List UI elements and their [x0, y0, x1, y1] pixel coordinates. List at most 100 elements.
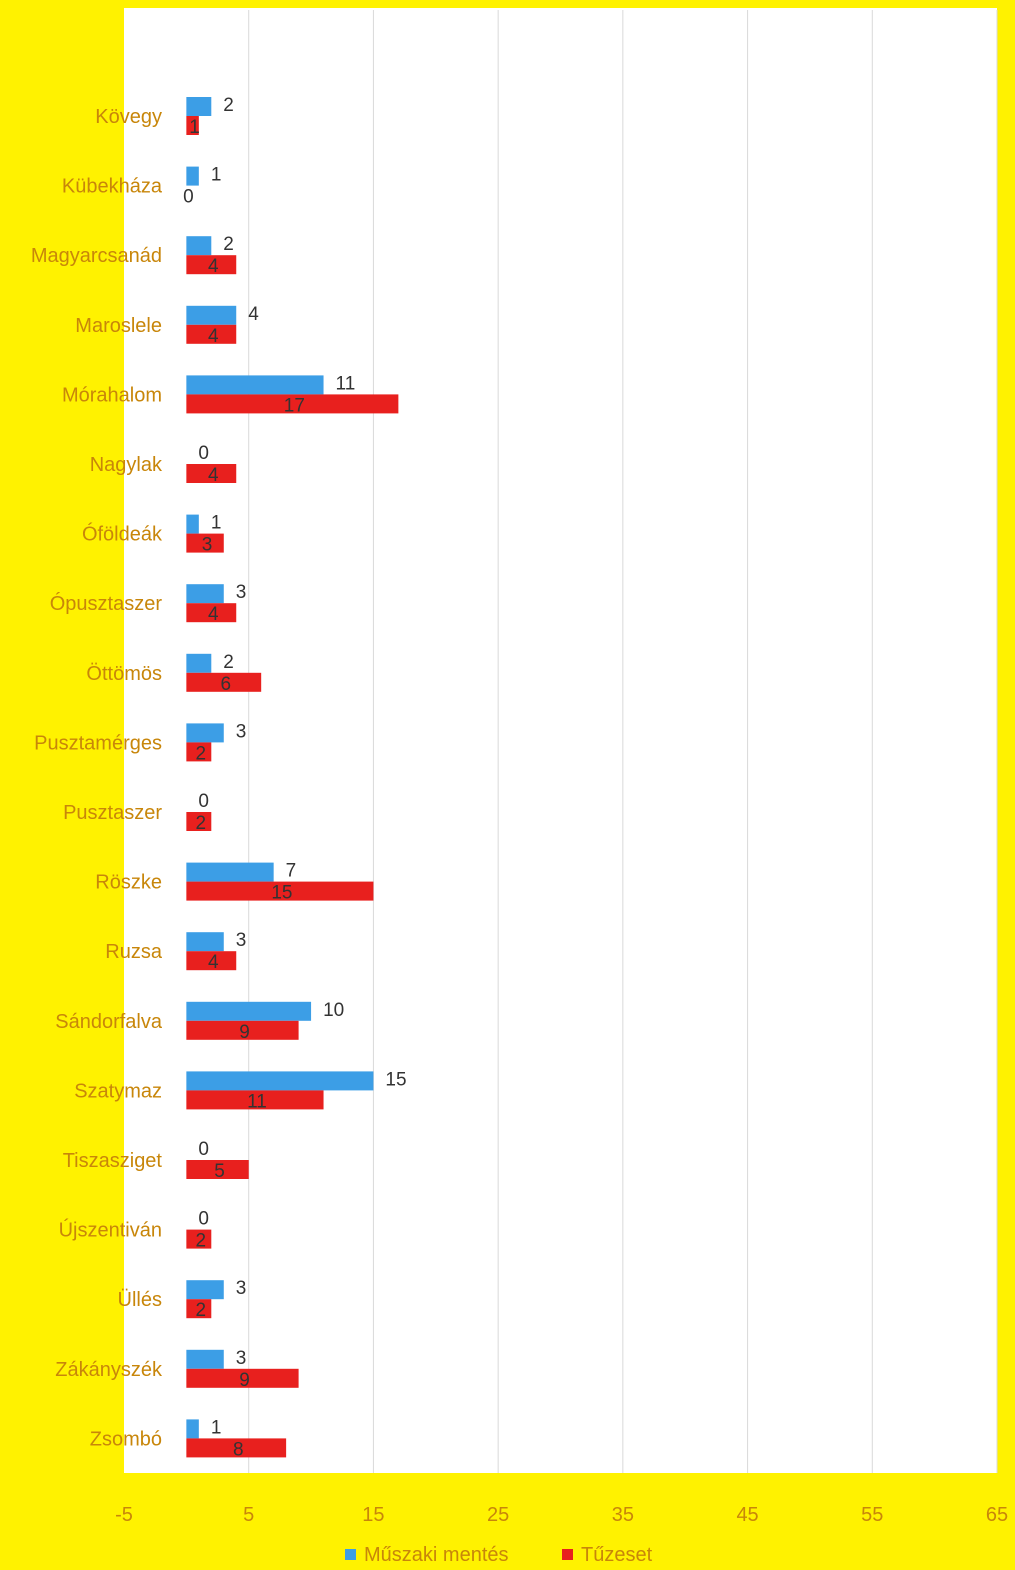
category-labels: Kövegy Kübekháza Magyarcsanád Maroslele Móra… [31, 106, 163, 1450]
category-label: Zákányszék [55, 1359, 163, 1381]
data-label-muszaki-mentes: 4 [248, 304, 259, 325]
x-axis-tick-labels: -5 5 15 25 35 45 55 65 [115, 1504, 1008, 1526]
category-label: Ruzsa [105, 941, 163, 963]
data-label-tuzeset: 11 [247, 1091, 267, 1112]
x-tick-label: 45 [736, 1504, 758, 1526]
category-label: Maroslele [75, 315, 162, 337]
data-label-tuzeset: 4 [208, 465, 219, 486]
bars: 2110244411170413342632027153410915110502… [183, 95, 407, 1460]
data-label-muszaki-mentes: 15 [385, 1069, 406, 1090]
data-label-tuzeset: 4 [208, 326, 219, 347]
bar-tuzeset [186, 951, 237, 971]
bar-muszaki-mentes [186, 584, 224, 604]
category-label: Mórahalom [62, 384, 162, 406]
x-tick-label: 35 [612, 1504, 634, 1526]
bar-tuzeset [186, 464, 237, 483]
bar-tuzeset [186, 255, 237, 275]
bar-muszaki-mentes [186, 514, 199, 534]
x-tick-label: -5 [115, 1504, 133, 1526]
bar-muszaki-mentes [186, 375, 324, 395]
bar-muszaki-mentes [186, 1071, 374, 1091]
bar-muszaki-mentes [186, 1349, 224, 1369]
bar-muszaki-mentes [186, 862, 274, 882]
data-label-muszaki-mentes: 0 [198, 1139, 209, 1160]
category-label: Kübekháza [62, 176, 163, 198]
data-label-tuzeset: 2 [196, 1231, 207, 1252]
data-label-muszaki-mentes: 10 [323, 1000, 344, 1021]
category-label: Pusztamérges [34, 732, 162, 754]
bar-muszaki-mentes [186, 305, 237, 325]
x-tick-label: 5 [243, 1504, 254, 1526]
category-label: Nagylak [90, 454, 163, 476]
bar-tuzeset [186, 1368, 299, 1388]
bar-muszaki-mentes [186, 236, 212, 256]
data-label-muszaki-mentes: 0 [198, 1209, 209, 1230]
data-label-tuzeset: 15 [271, 883, 292, 904]
category-label: Pusztaszer [63, 802, 162, 824]
data-label-muszaki-mentes: 11 [336, 373, 356, 394]
category-label: Sándorfalva [55, 1011, 163, 1033]
bar-muszaki-mentes [186, 653, 212, 673]
bar-tuzeset [186, 116, 199, 135]
bar-tuzeset [186, 1090, 324, 1110]
plot-background [124, 8, 997, 1473]
bar-muszaki-mentes [186, 1280, 224, 1300]
data-label-muszaki-mentes: 1 [211, 165, 222, 186]
bar-tuzeset [186, 812, 212, 831]
data-label-tuzeset: 2 [196, 813, 207, 834]
data-label-muszaki-mentes: 1 [211, 513, 222, 534]
legend-swatch-muszaki-mentes [345, 1549, 356, 1560]
bar-tuzeset [186, 1160, 249, 1179]
legend-label-muszaki-mentes: Műszaki mentés [364, 1544, 509, 1566]
data-label-tuzeset: 4 [208, 256, 219, 277]
data-label-tuzeset: 6 [220, 674, 231, 695]
bar-tuzeset [186, 1438, 287, 1458]
data-label-tuzeset: 17 [284, 395, 305, 416]
data-label-tuzeset: 8 [233, 1439, 244, 1460]
data-label-muszaki-mentes: 0 [198, 791, 209, 812]
category-label: Óföldeák [82, 523, 163, 546]
x-tick-label: 25 [487, 1504, 509, 1526]
category-label: Újszentiván [59, 1219, 162, 1242]
bar-tuzeset [186, 672, 262, 692]
data-label-muszaki-mentes: 3 [236, 582, 247, 603]
category-label: Zsombó [90, 1428, 162, 1450]
category-label: Üllés [118, 1289, 162, 1311]
legend-label-tuzeset: Tűzeset [581, 1544, 653, 1566]
bar-tuzeset [186, 1299, 212, 1319]
x-tick-label: 65 [986, 1504, 1008, 1526]
data-label-tuzeset: 0 [183, 187, 194, 208]
data-label-muszaki-mentes: 1 [211, 1417, 222, 1438]
x-tick-label: 55 [861, 1504, 883, 1526]
data-label-muszaki-mentes: 7 [286, 861, 297, 882]
data-label-tuzeset: 4 [208, 952, 219, 973]
category-label: Röszke [95, 872, 162, 894]
bar-tuzeset [186, 881, 374, 901]
bar-muszaki-mentes [186, 97, 212, 116]
data-label-muszaki-mentes: 3 [236, 721, 247, 742]
data-label-muszaki-mentes: 3 [236, 1278, 247, 1299]
category-label: Tiszasziget [63, 1150, 163, 1172]
data-label-muszaki-mentes: 3 [236, 930, 247, 951]
bar-muszaki-mentes [186, 1001, 312, 1021]
data-label-tuzeset: 9 [239, 1022, 250, 1043]
grid-lines [248, 10, 998, 1473]
category-label: Ópusztaszer [50, 592, 163, 615]
category-label: Magyarcsanád [31, 245, 162, 267]
bar-tuzeset [186, 533, 224, 553]
data-label-muszaki-mentes: 3 [236, 1348, 247, 1369]
data-label-muszaki-mentes: 2 [223, 234, 234, 255]
bar-tuzeset [186, 742, 212, 762]
data-label-tuzeset: 1 [189, 117, 200, 138]
bar-tuzeset [186, 603, 237, 623]
data-label-tuzeset: 3 [202, 535, 213, 556]
data-label-tuzeset: 4 [208, 604, 219, 625]
bar-tuzeset [186, 1229, 212, 1249]
bar-tuzeset [186, 1020, 299, 1040]
bar-muszaki-mentes [186, 723, 224, 743]
category-label: Öttömös [86, 663, 162, 685]
x-tick-label: 15 [362, 1504, 384, 1526]
data-label-tuzeset: 2 [196, 1300, 207, 1321]
